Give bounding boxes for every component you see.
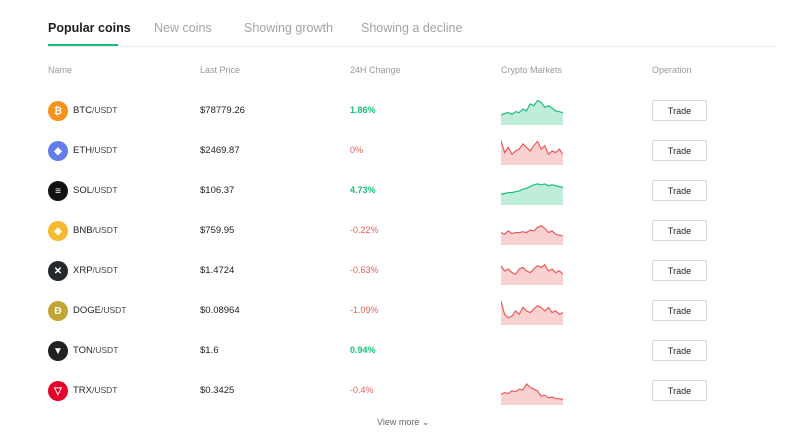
coin-quote: /USDT [92,265,119,275]
change-24h: 4.73% [350,185,376,195]
sparkline-line [501,382,563,401]
change-24h: -1.09% [350,305,379,315]
ethereum-icon: ◆ [48,141,68,161]
coin-symbol: TRX [73,385,92,396]
chevron-down-icon: ⌄ [421,417,430,427]
active-tab-indicator [48,44,118,46]
last-price: $78779.26 [200,105,245,116]
last-price: $106.37 [200,185,235,196]
sparkline-area [501,301,563,325]
trade-button[interactable]: Trade [652,100,707,121]
coin-name: SOL/USDT [73,185,118,196]
change-24h: -0.63% [350,265,379,275]
change-24h: 0.94% [350,345,376,355]
sparkline-chart [501,301,563,325]
tab-new-coins[interactable]: New coins [154,21,212,35]
sparkline-chart [501,263,563,285]
last-price: $0.3425 [200,385,235,396]
coin-quote: /USDT [100,305,127,315]
dogecoin-icon: Ð [48,301,68,321]
coin-symbol: SOL [73,185,93,196]
last-price: $2469.87 [200,145,240,156]
last-price: $0.08964 [200,305,240,316]
coin-symbol: BNB [73,225,93,236]
change-24h: -0.22% [350,225,379,235]
sparkline-line [501,301,563,319]
sparkline-chart [501,183,563,205]
sparkline-chart [501,99,563,125]
column-header-last-price: Last Price [200,65,241,75]
coin-name: TRX/USDT [73,385,118,396]
coin-name: TON/USDT [73,345,118,356]
sparkline-area [501,264,563,285]
trade-button[interactable]: Trade [652,260,707,281]
coin-name: ETH/USDT [73,145,118,156]
table-row: Ð DOGE/USDT $0.08964 -1.09% Trade [48,295,776,335]
coin-name: XRP/USDT [73,265,118,276]
table-row: ✕ XRP/USDT $1.4724 -0.63% Trade [48,255,776,295]
sparkline-area [501,140,563,165]
change-24h: 1.86% [350,105,376,115]
table-row: ▽ TRX/USDT $0.3425 -0.4% Trade [48,375,776,415]
trade-button[interactable]: Trade [652,140,707,161]
sparkline-chart [501,140,563,165]
coin-quote: /USDT [92,345,119,355]
coin-symbol: XRP [73,265,93,276]
table-row: ₿ BTC/USDT $78779.26 1.86% Trade [48,95,776,135]
last-price: $759.95 [200,225,235,236]
coin-quote: /USDT [92,145,118,155]
coin-symbol: ETH [73,145,92,156]
coin-quote: /USDT [92,105,118,115]
column-header-crypto-markets: Crypto Markets [501,65,563,75]
table-row: ▼ TON/USDT $1.6 0.94% Trade [48,335,776,375]
table-row: ◈ BNB/USDT $759.95 -0.22% Trade [48,215,776,255]
solana-icon: ≡ [48,181,68,201]
sparkline-line [501,225,563,237]
coin-quote: /USDT [92,225,119,235]
view-more-link[interactable]: View more ⌄ [377,417,430,427]
change-24h: 0% [350,145,364,155]
tron-icon: ▽ [48,381,68,401]
coin-symbol: TON [73,345,93,356]
sparkline-area [501,383,563,405]
column-header-24h-change: 24H Change [350,65,401,75]
last-price: $1.6 [200,345,219,356]
ton-icon: ▼ [48,341,68,361]
trade-button[interactable]: Trade [652,220,707,241]
xrp-icon: ✕ [48,261,68,281]
change-24h: -0.4% [350,385,374,395]
tab-showing-decline[interactable]: Showing a decline [361,21,463,35]
tab-showing-growth[interactable]: Showing growth [244,21,333,35]
table-row: ◆ ETH/USDT $2469.87 0% Trade [48,135,776,175]
coin-name: DOGE/USDT [73,305,126,316]
coin-symbol: BTC [73,105,92,116]
sparkline-chart [501,225,563,245]
coin-quote: /USDT [92,185,118,195]
coin-quote: /USDT [92,385,118,395]
column-header-operation: Operation [652,65,692,75]
bitcoin-icon: ₿ [48,101,68,121]
coin-symbol: DOGE [73,305,101,316]
sparkline-chart [501,382,563,405]
trade-button[interactable]: Trade [652,180,707,201]
sparkline-line [501,140,563,156]
sparkline-area [501,225,563,245]
sparkline-line [501,263,563,276]
tab-popular-coins[interactable]: Popular coins [48,21,131,35]
trade-button[interactable]: Trade [652,340,707,361]
sparkline-area [501,183,563,205]
trade-button[interactable]: Trade [652,300,707,321]
sparkline-line [501,99,563,116]
coin-name: BTC/USDT [73,105,118,116]
coin-category-tabs: Popular coins New coins Showing growth S… [48,0,776,47]
sparkline-line [501,183,563,195]
bnb-icon: ◈ [48,221,68,241]
last-price: $1.4724 [200,265,235,276]
table-row: ≡ SOL/USDT $106.37 4.73% Trade [48,175,776,215]
coin-name: BNB/USDT [73,225,118,236]
trade-button[interactable]: Trade [652,380,707,401]
column-header-name: Name [48,65,73,75]
